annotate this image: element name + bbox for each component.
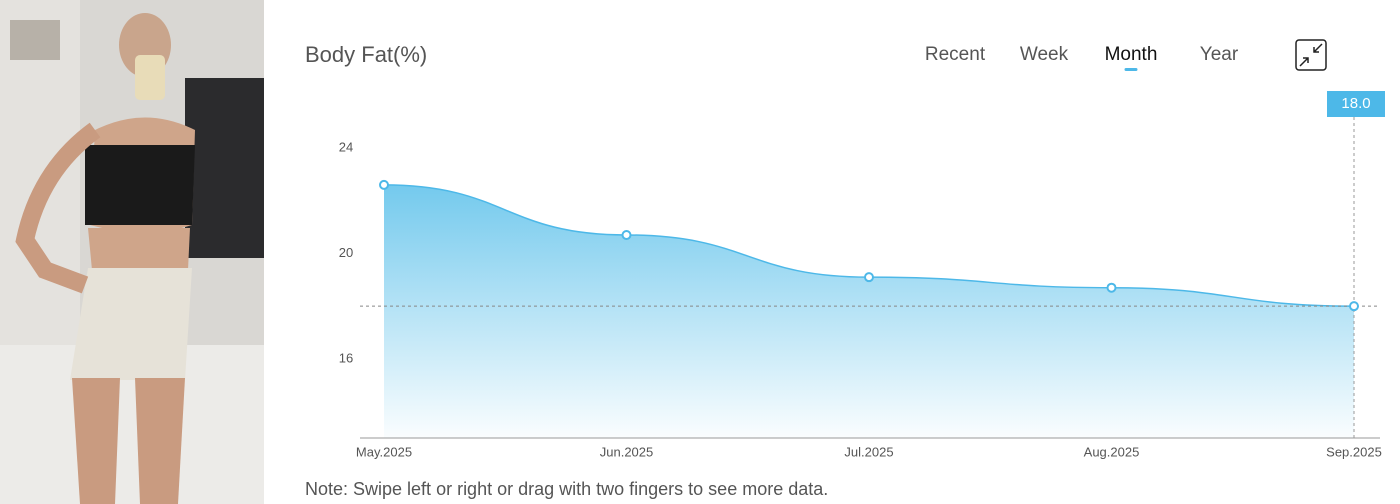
collapse-button[interactable]	[1295, 39, 1327, 71]
value-label-box	[1327, 91, 1385, 117]
data-point	[379, 179, 389, 190]
x-tick-label: Jul.2025	[844, 444, 893, 459]
x-tick-label: Jun.2025	[600, 444, 654, 459]
x-tick-label: Aug.2025	[1084, 444, 1140, 459]
note: Note: Swipe left or right or drag with t…	[305, 479, 828, 499]
photo	[0, 0, 264, 504]
data-point	[1349, 301, 1359, 312]
tab-indicator	[1124, 68, 1138, 71]
y-tick-label: 20	[339, 245, 353, 260]
y-tick-label: 24	[339, 139, 353, 154]
area-fill	[384, 184, 1354, 438]
y-tick-label: 16	[339, 350, 353, 365]
tab[interactable]: Recent	[925, 44, 986, 65]
tab[interactable]: Week	[1020, 44, 1069, 65]
data-point	[1106, 282, 1117, 293]
tab[interactable]: Year	[1200, 44, 1239, 65]
tab[interactable]: Month	[1105, 44, 1158, 65]
data-point	[864, 272, 874, 283]
chart-title: Body Fat(%)	[305, 42, 427, 67]
data-point	[621, 229, 632, 240]
x-tick-label: Sep.2025	[1326, 444, 1382, 459]
x-tick-label: May.2025	[356, 444, 412, 459]
value-label: 18.0	[1341, 95, 1370, 112]
